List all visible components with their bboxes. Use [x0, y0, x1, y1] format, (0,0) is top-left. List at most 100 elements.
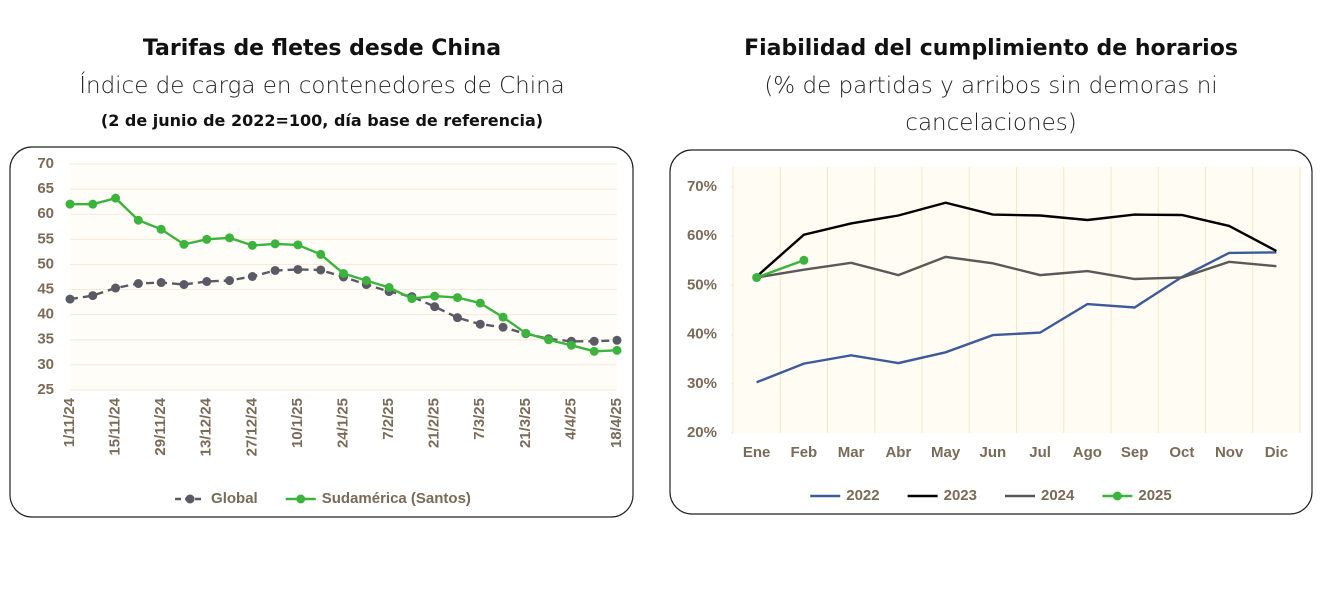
x-tick-label: Ago	[1073, 444, 1102, 461]
y-tick-label: 20%	[687, 424, 717, 441]
x-tick-label: 13/12/24	[198, 397, 215, 456]
point	[293, 264, 303, 274]
point	[225, 276, 235, 286]
x-tick-label: 10/1/25	[289, 398, 306, 448]
y-tick-label: 30	[37, 356, 54, 373]
point	[316, 265, 326, 275]
point	[88, 199, 98, 209]
point	[293, 240, 303, 250]
x-tick-label: Sep	[1121, 444, 1149, 461]
point	[111, 283, 121, 293]
point	[156, 224, 166, 234]
legend-marker	[1112, 491, 1122, 501]
legend-label: 2023	[944, 487, 977, 504]
point	[65, 199, 75, 209]
legend-label: Sudamérica (Santos)	[322, 490, 471, 507]
point	[384, 283, 394, 293]
point	[430, 291, 440, 301]
y-tick-label: 60	[37, 205, 54, 222]
y-tick-label: 25	[37, 381, 54, 398]
point	[452, 293, 462, 303]
point	[521, 328, 531, 338]
x-tick-label: 4/4/25	[562, 398, 579, 440]
point	[799, 255, 809, 265]
chart-title: Tarifas de fletes desde China	[142, 36, 502, 61]
series-line	[756, 255, 1277, 281]
point	[247, 271, 257, 281]
x-tick-label: 21/3/25	[517, 398, 534, 448]
point	[498, 312, 508, 322]
point	[179, 280, 189, 290]
y-tick-label: 35	[37, 331, 54, 348]
chart-title: Fiabilidad del cumplimiento de horarios	[744, 36, 1238, 61]
point	[133, 215, 143, 225]
chart-subtitle: (% de partidas y arribos sin demoras ni …	[764, 73, 1218, 136]
point	[270, 265, 280, 275]
y-tick-label: 55	[37, 230, 54, 247]
point	[475, 298, 485, 308]
legend-label: Global	[211, 490, 258, 507]
x-tick-label: Abr	[885, 444, 911, 461]
x-tick-label: May	[931, 444, 961, 461]
point	[247, 240, 257, 250]
x-tick-label: 7/3/25	[471, 398, 488, 440]
legend-label: 2022	[846, 487, 879, 504]
x-tick-label: Jun	[980, 444, 1007, 461]
point	[88, 291, 98, 301]
point	[339, 268, 348, 278]
point	[612, 345, 622, 355]
y-tick-label: 50	[37, 255, 54, 272]
x-tick-label: Jul	[1029, 444, 1051, 461]
point	[566, 340, 576, 350]
x-tick-label: Dic	[1265, 444, 1288, 461]
x-tick-label: Ene	[743, 444, 771, 461]
series-line	[755, 201, 1277, 278]
x-tick-label: Mar	[838, 444, 865, 461]
y-tick-label: 40	[37, 306, 54, 323]
point	[430, 302, 440, 312]
x-tick-label: Feb	[791, 444, 818, 461]
y-tick-label: 60%	[687, 227, 717, 244]
y-tick-label: 50%	[687, 276, 717, 293]
point	[156, 278, 166, 288]
point	[202, 234, 212, 244]
x-tick-label: 18/4/25	[608, 398, 625, 448]
x-tick-label: 27/12/24	[243, 397, 260, 456]
point	[270, 239, 280, 249]
point	[111, 193, 121, 203]
point	[361, 276, 371, 286]
chart-note: (2 de junio de 2022=100, día base de ref…	[100, 111, 544, 130]
legend-label: 2025	[1138, 487, 1171, 504]
y-tick-label: 45	[37, 281, 54, 298]
point	[589, 336, 599, 346]
chart-subtitle: Índice de carga en contenedores de China	[79, 73, 565, 99]
point	[498, 322, 508, 332]
x-tick-label: 1/11/24	[61, 397, 78, 447]
legend-marker	[296, 494, 306, 504]
x-tick-label: Nov	[1215, 444, 1244, 461]
point	[202, 277, 212, 287]
y-tick-label: 30%	[687, 375, 717, 392]
point	[316, 249, 326, 259]
x-tick-label: 21/2/25	[426, 398, 443, 448]
point	[589, 346, 599, 356]
point	[133, 279, 143, 289]
point	[475, 319, 485, 329]
x-tick-label: 15/11/24	[107, 397, 124, 455]
legend-label: 2024	[1041, 487, 1075, 504]
point	[544, 335, 554, 345]
point	[65, 294, 75, 304]
point	[179, 239, 189, 249]
legend-marker	[185, 494, 195, 504]
point	[612, 335, 622, 345]
x-tick-label: Oct	[1169, 444, 1194, 461]
point	[407, 294, 417, 304]
point	[452, 313, 462, 323]
y-tick-label: 65	[37, 180, 54, 197]
y-tick-label: 70%	[687, 178, 717, 195]
y-tick-label: 40%	[687, 326, 717, 343]
series-line	[756, 259, 805, 279]
series-line	[756, 251, 1277, 384]
